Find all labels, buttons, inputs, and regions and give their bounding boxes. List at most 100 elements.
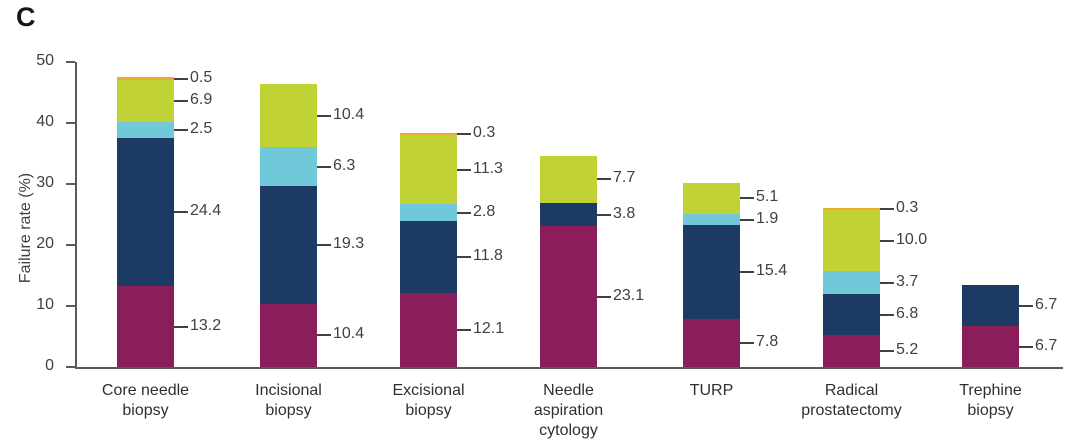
panel-label: C [16,2,36,32]
bar-segment-orange [400,133,457,136]
value-leader-line [1019,304,1033,307]
value-leader-line [740,197,754,200]
bar-segment-navy [260,185,317,304]
bar-segment-navy [683,225,740,320]
bar-segment-light-blue [683,213,740,226]
value-label: 2.8 [473,202,496,220]
bar-segment-maroon [400,293,457,367]
bar-segment-light-blue [260,147,317,186]
y-tick-label: 10 [36,296,54,313]
value-leader-line [174,100,188,103]
value-label: 11.8 [473,247,503,265]
y-tick-label: 50 [36,52,54,69]
category-label: Needle aspiration cytology [533,382,604,439]
value-leader-line [174,211,188,214]
value-leader-line [740,342,754,345]
bar-segment-navy [823,293,880,336]
value-label: 10.4 [333,105,365,123]
y-tick [66,61,75,63]
value-leader-line [457,168,471,171]
value-label: 2.5 [190,120,213,137]
category-label: Incisional biopsy [255,382,322,419]
y-tick [66,305,75,307]
value-label: 11.3 [473,159,503,177]
y-tick-label: 20 [36,235,54,252]
value-leader-line [317,165,331,168]
x-axis-line [75,367,1063,369]
bar-segment-green [823,210,880,272]
bar-segment-green [117,80,174,123]
value-leader-line [317,114,331,117]
value-leader-line [740,218,754,221]
bar-segment-navy [400,221,457,294]
value-leader-line [457,256,471,259]
bar-segment-orange [117,77,174,81]
value-leader-line [457,211,471,214]
bar-segment-green [400,135,457,205]
value-leader-line [457,133,471,136]
y-tick-label: 40 [36,113,54,130]
value-label: 19.3 [333,234,365,252]
category-label: Radical prostatectomy [801,382,902,419]
bar-segment-maroon [823,335,880,367]
bar-segment-maroon [683,319,740,367]
value-label: 7.7 [613,169,636,187]
value-label: 0.3 [896,199,919,217]
value-label: 6.8 [896,304,919,322]
bar-segment-green [540,155,597,203]
bar-segment-light-blue [400,204,457,222]
value-label: 13.2 [190,316,222,334]
bar-segment-maroon [117,286,174,367]
value-leader-line [880,239,894,242]
value-leader-line [880,208,894,211]
y-tick-label: 0 [45,357,54,374]
value-label: 6.9 [190,91,213,109]
category-label: TURP [689,382,734,399]
value-label: 3.8 [613,204,636,222]
value-label: 10.4 [333,325,365,343]
value-label: 24.4 [190,202,222,220]
y-axis-line [75,62,77,369]
y-tick [66,366,75,368]
value-label: 23.1 [613,286,645,304]
value-leader-line [880,281,894,284]
bar-segment-navy [117,137,174,287]
bar-segment-navy [540,202,597,227]
value-leader-line [457,329,471,332]
bar-segment-maroon [962,326,1019,367]
bar-segment-light-blue [117,122,174,138]
y-tick [66,122,75,124]
value-label: 12.1 [473,320,505,338]
value-leader-line [880,313,894,316]
value-leader-line [740,271,754,274]
bar-segment-green [683,182,740,214]
bar-segment-maroon [540,226,597,367]
value-label: 3.7 [896,272,919,290]
value-label: 0.5 [190,68,213,86]
value-leader-line [597,295,611,298]
value-label: 6.7 [1035,295,1058,313]
value-label: 10.0 [896,230,928,248]
value-leader-line [597,213,611,216]
value-label: 1.9 [756,209,779,227]
value-leader-line [597,178,611,181]
value-label: 5.2 [896,341,919,359]
y-tick [66,183,75,185]
value-label: 7.8 [756,333,779,351]
value-leader-line [1019,345,1033,348]
value-leader-line [174,129,188,131]
bar-segment-orange [823,208,880,211]
value-leader-line [174,325,188,328]
value-leader-line [880,350,894,353]
bar-segment-navy [962,285,1019,327]
bar-segment-green [260,83,317,148]
bar-segment-maroon [260,303,317,367]
category-label: Core needle biopsy [101,382,190,419]
category-label: Excisional biopsy [392,382,465,419]
value-label: 15.4 [756,262,788,280]
value-label: 6.3 [333,156,356,174]
value-leader-line [317,243,331,246]
bar-segment-light-blue [823,271,880,294]
